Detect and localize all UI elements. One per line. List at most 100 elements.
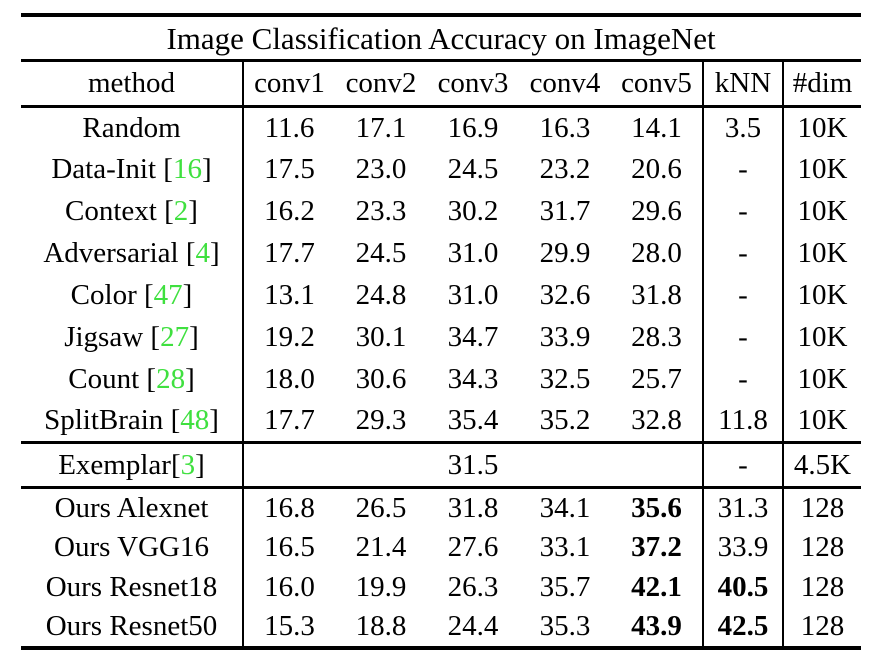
conv3-value: 16.9: [447, 111, 499, 144]
method-name: Adversarial: [43, 237, 179, 269]
method-cell: Data-Init [16]: [51, 153, 212, 185]
conv1-value: 16.0: [242, 567, 335, 608]
knn-value: 33.9: [702, 527, 783, 568]
conv3-value: 34.3: [447, 363, 499, 395]
table-title: Image Classification Accuracy on ImageNe…: [21, 15, 862, 62]
conv1-value: 11.6: [242, 106, 335, 149]
conv5-value: 28.3: [631, 321, 682, 353]
table-row: Adversarial [4] 17.7 24.5 31.0 29.9 28.0-10K: [21, 232, 862, 275]
conv3-value: 31.0: [447, 279, 499, 311]
dim-value: 128: [781, 607, 862, 648]
method-cell: SplitBrain [48]: [44, 404, 219, 437]
conv5-value: 14.1: [631, 111, 682, 144]
conv4-value: 35.2: [539, 404, 591, 437]
conv1-value: 17.7: [242, 400, 335, 443]
conv5-value: 29.6: [631, 195, 682, 227]
conv5-value: 32.8: [631, 404, 682, 437]
conv3-value: 35.4: [447, 404, 499, 437]
conv1-value: 16.8: [242, 487, 335, 528]
table-title-row: Image Classification Accuracy on ImageNe…: [21, 15, 862, 62]
conv5-value: 43.9: [631, 610, 682, 642]
dim-value: 10K: [781, 358, 862, 401]
method-name: Count: [68, 363, 140, 395]
conv4-value: 34.1: [539, 491, 591, 524]
table-row: Ours Alexnet 16.8 26.5 31.8 34.1 35.6 31.3 128: [21, 487, 862, 528]
conv2-value: 23.3: [355, 195, 407, 227]
method-name: Exemplar: [58, 448, 171, 481]
knn-value: 31.3: [702, 487, 783, 528]
conv4-value: 32.5: [539, 363, 591, 395]
knn-value: -: [702, 190, 783, 233]
dim-value: 10K: [781, 316, 862, 359]
column-header-kNN: kNN: [702, 60, 783, 108]
conv2-value: 18.8: [355, 610, 407, 642]
method-name: Random: [82, 111, 181, 144]
conv3-value: 24.4: [447, 610, 499, 642]
knn-value: -: [702, 232, 783, 275]
knn-value: -: [702, 316, 783, 359]
baselines-section: Random 11.6 17.1 16.9 16.3 14.1 3.5 10K Data-Ini…: [21, 106, 862, 443]
table-row: Data-Init [16] 17.5 23.0 24.5 23.2 20.6-10K: [21, 148, 862, 191]
table-row: Ours Resnet18 16.0 19.9 26.3 35.7 42.1 40.5 128: [21, 567, 862, 608]
method-cell: Context [2]: [65, 195, 198, 227]
conv2-value: 17.1: [355, 111, 407, 144]
table-row: SplitBrain [48] 17.7 29.3 35.4 35.2 32.8 11.8 1…: [21, 400, 862, 443]
ours-section: Ours Alexnet 16.8 26.5 31.8 34.1 35.6 31.3 128 O…: [21, 487, 862, 648]
method-cell: Ours Resnet50: [21, 608, 243, 648]
conv4-value: 33.9: [539, 321, 591, 353]
conv2-value: 29.3: [355, 404, 407, 437]
conv1-value: 17.7: [242, 232, 335, 275]
conv3-value: 31.8: [447, 491, 499, 524]
column-header-conv5: conv5: [611, 60, 703, 108]
table-row: Count [28] 18.0 30.6 34.3 32.5 25.7-10K: [21, 358, 862, 401]
dim-value: 10K: [781, 190, 862, 233]
conv5-value: 37.2: [631, 531, 682, 563]
conv5-value: 35.6: [631, 491, 682, 524]
dim-value: 4.5K: [781, 442, 862, 488]
table-row: Color [47] 13.1 24.8 31.0 32.6 31.8-10K: [21, 274, 862, 317]
exemplar-section: Exemplar[3] 31.5-4.5K: [21, 442, 862, 488]
conv5-value: 28.0: [631, 237, 682, 269]
dim-value: 10K: [781, 232, 862, 275]
knn-value: -: [702, 274, 783, 317]
conv3-value: 30.2: [447, 195, 499, 227]
conv1-value: 16.2: [242, 190, 335, 233]
column-header-method: method: [21, 60, 243, 108]
conv1-value: 17.5: [242, 148, 335, 191]
conv4-value: 23.2: [539, 153, 591, 185]
method-cell: Ours Resnet18: [21, 568, 243, 608]
citation-number: 16: [172, 153, 202, 185]
method-cell: Color [47]: [70, 279, 193, 311]
dim-value: 10K: [781, 106, 862, 149]
conv2-value: 24.8: [355, 279, 407, 311]
conv5-value: 31.8: [631, 279, 682, 311]
method-name: Ours Alexnet: [54, 491, 209, 524]
dim-value: 10K: [781, 274, 862, 317]
method-cell: Exemplar[3]: [58, 448, 205, 481]
conv5-value: 42.1: [631, 571, 682, 603]
results-table-container: Image Classification Accuracy on ImageNe…: [21, 13, 862, 650]
knn-value: 40.5: [702, 567, 783, 608]
citation-number: 28: [156, 363, 186, 395]
knn-value: 42.5: [702, 607, 783, 648]
dim-value: 128: [781, 487, 862, 528]
conv3-value: 34.7: [447, 321, 499, 353]
dim-value: 128: [781, 527, 862, 568]
column-header-conv3: conv3: [427, 60, 519, 108]
column-header-row: method conv1 conv2 conv3 conv4 conv5 kNN #dim: [21, 60, 862, 108]
conv2-value: 23.0: [355, 153, 407, 185]
method-name: Ours Resnet50: [45, 610, 218, 642]
method-name: Data-Init: [51, 153, 157, 185]
merged-conv-value: 31.5: [242, 442, 703, 488]
conv4-value: 29.9: [539, 237, 591, 269]
column-header-conv4: conv4: [519, 60, 611, 108]
table-row: Random 11.6 17.1 16.9 16.3 14.1 3.5 10K: [21, 106, 862, 149]
conv2-value: 21.4: [355, 531, 407, 563]
column-header-conv1: conv1: [242, 60, 335, 108]
results-table: Image Classification Accuracy on ImageNe…: [21, 13, 862, 650]
conv3-value: 31.0: [447, 237, 499, 269]
method-cell: Ours VGG16: [21, 528, 243, 568]
method-cell: Count [28]: [68, 363, 195, 395]
method-name: Jigsaw: [64, 321, 144, 353]
conv2-value: 30.6: [355, 363, 407, 395]
